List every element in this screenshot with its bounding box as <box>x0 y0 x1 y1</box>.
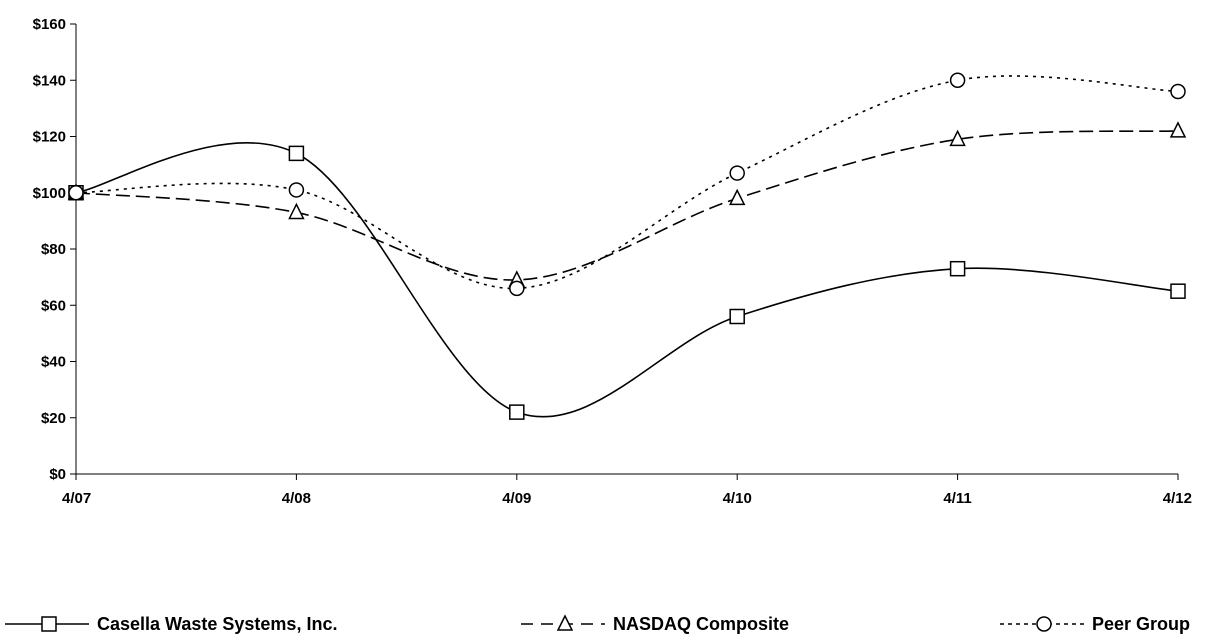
y-axis-ticks: $0 $20 $40 $60 $80 $100 $120 $140 $160 <box>33 16 76 483</box>
legend-marker-circle <box>1037 617 1051 631</box>
x-tick-label: 4/09 <box>502 490 531 507</box>
x-tick-label: 4/10 <box>723 490 752 507</box>
data-point-circle <box>730 166 744 180</box>
y-tick-label: $0 <box>49 466 66 483</box>
data-point-square <box>1171 284 1185 298</box>
x-axis-ticks: 4/07 4/08 4/09 4/10 4/11 4/12 <box>62 474 1192 507</box>
legend-label: NASDAQ Composite <box>613 614 789 634</box>
data-point-square <box>730 310 744 324</box>
data-point-circle <box>289 183 303 197</box>
series-nasdaq-composite <box>69 123 1185 286</box>
legend-marker-triangle <box>558 616 572 630</box>
series-peer-group <box>69 73 1185 295</box>
series-line <box>76 131 1178 280</box>
data-point-triangle <box>730 190 744 204</box>
data-point-triangle <box>289 204 303 218</box>
y-tick-label: $120 <box>33 129 66 146</box>
x-tick-label: 4/07 <box>62 490 91 507</box>
x-tick-label: 4/11 <box>943 490 971 507</box>
legend-label: Peer Group <box>1092 614 1190 634</box>
y-tick-label: $60 <box>41 297 66 314</box>
legend-item: Casella Waste Systems, Inc. <box>5 614 337 634</box>
data-point-circle <box>69 186 83 200</box>
y-tick-label: $160 <box>33 16 66 33</box>
chart-legend: Casella Waste Systems, Inc. NASDAQ Compos… <box>5 614 1190 634</box>
series-line <box>76 143 1178 417</box>
y-tick-label: $140 <box>33 72 66 89</box>
data-point-circle <box>510 281 524 295</box>
legend-item: Peer Group <box>1000 614 1190 634</box>
y-tick-label: $40 <box>41 354 66 371</box>
chart-axes <box>76 24 1178 474</box>
data-point-circle <box>951 73 965 87</box>
legend-item: NASDAQ Composite <box>521 614 789 634</box>
y-tick-label: $80 <box>41 241 66 258</box>
data-point-square <box>289 146 303 160</box>
x-tick-label: 4/12 <box>1163 490 1192 507</box>
x-tick-label: 4/08 <box>282 490 311 507</box>
y-tick-label: $100 <box>33 185 66 202</box>
chart-series <box>69 73 1185 419</box>
data-point-circle <box>1171 85 1185 99</box>
series-line <box>76 76 1178 288</box>
data-point-square <box>951 262 965 276</box>
data-point-triangle <box>1171 123 1185 137</box>
legend-marker-square <box>42 617 56 631</box>
y-tick-label: $20 <box>41 410 66 427</box>
legend-label: Casella Waste Systems, Inc. <box>97 614 337 634</box>
data-point-square <box>510 405 524 419</box>
